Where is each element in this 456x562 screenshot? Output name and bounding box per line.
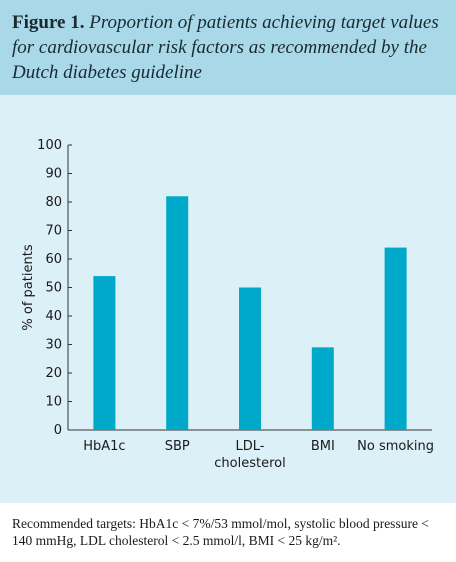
y-tick-label: 40 (45, 309, 62, 324)
bar (239, 287, 261, 430)
y-tick-label: 60 (45, 252, 62, 267)
bar (166, 196, 189, 430)
x-tick-label: No smoking (357, 439, 434, 454)
y-tick-label: 80 (45, 195, 62, 210)
y-tick-label: 0 (54, 423, 62, 438)
y-tick-label: 90 (45, 167, 62, 182)
x-tick-label: BMI (311, 439, 335, 454)
bar (93, 276, 116, 430)
bar (311, 347, 334, 430)
chart: 0 10 20 30 40 50 60 70 80 90 100 % of patients HbA1c… (21, 138, 434, 471)
x-tick-label: SBP (165, 439, 190, 454)
y-tick-label: 70 (45, 224, 62, 239)
y-tick-label: 50 (45, 281, 62, 296)
x-tick-label: LDL-cholesterol (214, 439, 285, 471)
y-tick-label: 20 (45, 366, 62, 381)
bar (384, 247, 407, 430)
y-tick-label: 10 (45, 395, 62, 410)
chart-panel: 0 10 20 30 40 50 60 70 80 90 100 % of patients HbA1c… (0, 95, 456, 503)
y-tick-label: 30 (45, 338, 62, 353)
figure-label: Figure 1. (12, 12, 85, 33)
chart-title: Proportion of patients achieving target … (12, 12, 439, 83)
x-tick-label: HbA1c (83, 439, 125, 454)
y-axis-label: % of patients (21, 244, 36, 330)
footnote: Recommended targets: HbA1c < 7%/53 mmol/… (12, 516, 429, 548)
y-tick-label: 100 (37, 138, 62, 153)
figure-header: Figure 1. Proportion of patients achievi… (0, 0, 456, 95)
